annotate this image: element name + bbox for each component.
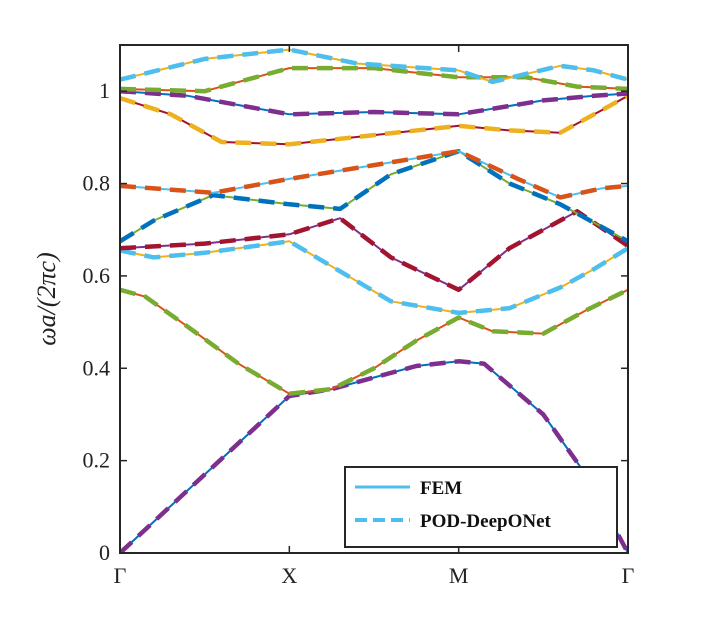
axes-layer: 0 0.2 0.4 0.6 0.8 1 Γ X M Γ (83, 45, 635, 588)
legend-box (344, 466, 618, 548)
pod-deeponet-band-6-line (120, 148, 628, 200)
y-axis-label: ωa/(2πc) (32, 252, 61, 345)
y-tick-label: 0.6 (83, 263, 111, 288)
pod-deeponet-band-8-line (120, 88, 628, 117)
pod-deeponet-band-10-line (120, 47, 628, 85)
legend-fem-label: FEM (420, 478, 462, 499)
legend-pod-deeponet-label: POD-DeepONet (420, 511, 552, 532)
series-layer (120, 47, 628, 553)
y-tick-label: 0.2 (83, 448, 111, 473)
pod-deeponet-band-7-line (120, 93, 628, 147)
pod-deeponet-band-9-line (120, 65, 628, 94)
pod-deeponet-band-2-line (120, 287, 628, 396)
pod-deeponet-band-4-line (120, 209, 628, 293)
plot-frame (119, 44, 629, 554)
x-tick-label: X (281, 563, 297, 588)
y-tick-label: 0.8 (83, 171, 111, 196)
y-tick-label: 0.4 (83, 355, 111, 380)
y-tick-label: 0 (99, 540, 110, 565)
x-tick-label: M (449, 563, 469, 588)
pod-deeponet-band-3-line (120, 239, 628, 316)
x-tick-label: Γ (114, 563, 127, 588)
pod-deeponet-band-5-line (120, 148, 628, 244)
y-tick-label: 1 (99, 78, 110, 103)
x-tick-label: Γ (622, 563, 635, 588)
pod-deeponet-band-1-line (120, 359, 628, 553)
legend: FEM POD-DeepONet (344, 466, 618, 548)
